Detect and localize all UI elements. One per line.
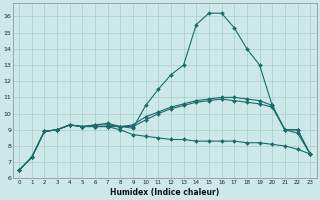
X-axis label: Humidex (Indice chaleur): Humidex (Indice chaleur) <box>110 188 219 197</box>
